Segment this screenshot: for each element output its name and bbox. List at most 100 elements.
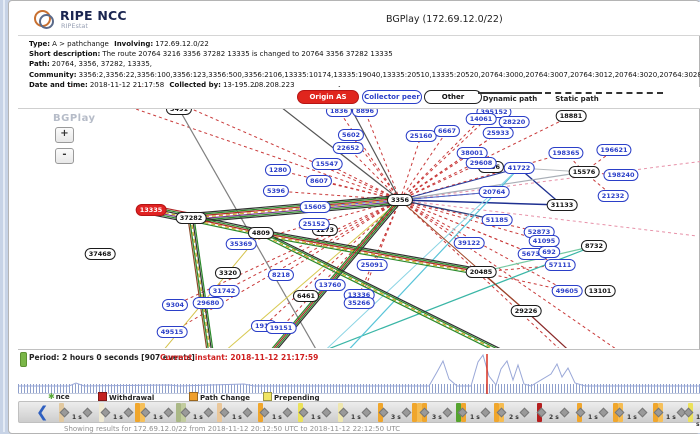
as-node-4809[interactable]: 4809 [247, 227, 275, 239]
header-bar: RIPE NCC RIPEstat BGPlay (172.69.12.0/22… [18, 2, 700, 36]
graph-edge [399, 199, 560, 348]
event-marker-icon[interactable] [361, 407, 372, 418]
info-label: Path: [29, 60, 50, 69]
as-node-1280[interactable]: 1280 [264, 164, 292, 176]
as-node-198365[interactable]: 198365 [548, 147, 584, 159]
as-node-198240[interactable]: 198240 [603, 169, 639, 181]
event-marker-icon[interactable] [321, 407, 332, 418]
event-marker-icon[interactable] [123, 407, 134, 418]
page-gutter [3, 0, 5, 432]
event-duration-label: 1 s [272, 414, 282, 421]
event-bar[interactable] [417, 403, 422, 422]
as-node-19151[interactable]: 19151 [265, 322, 297, 334]
as-node-196621[interactable]: 196621 [596, 144, 632, 156]
event-marker-icon[interactable] [559, 407, 570, 418]
event-marker-icon[interactable] [203, 407, 214, 418]
as-node-13760[interactable]: 13760 [314, 279, 346, 291]
as-node-8607[interactable]: 8607 [305, 175, 333, 187]
as-node-8218[interactable]: 8218 [267, 269, 295, 281]
legend-origin-as[interactable]: Origin AS [297, 90, 359, 104]
as-node-35369[interactable]: 35369 [225, 238, 257, 250]
info-value: A > pathchange [52, 40, 109, 48]
event-marker-icon[interactable] [519, 407, 530, 418]
as-node-692[interactable]: 692 [538, 246, 560, 258]
page-title: BGPlay (172.69.12.0/22) [386, 14, 503, 25]
timeline-handle-icon[interactable] [20, 352, 27, 367]
event-legend-announce: ✱nce [48, 392, 70, 401]
zoom-out-button[interactable]: - [55, 148, 74, 164]
graph-edge [399, 115, 572, 201]
graph-edge [191, 200, 401, 221]
as-node-21232[interactable]: 21232 [597, 190, 629, 202]
event-marker-icon[interactable] [598, 407, 609, 418]
pathchange-swatch-icon [189, 392, 198, 401]
as-node-3356[interactable]: 3356 [386, 194, 414, 206]
prev-events-chevron-icon[interactable]: ❮ [36, 403, 49, 421]
as-node-25160[interactable]: 25160 [405, 130, 437, 142]
as-node-6461[interactable]: 6461 [292, 290, 320, 302]
event-marker-icon[interactable] [242, 407, 253, 418]
event-strip[interactable]: ❮ 1 s 1 s 1 s 1 s 1 s 1 s 1 s 1 s 3 s 3 s 1 s 2 s 2 … [18, 401, 700, 428]
as-node-37468[interactable]: 37468 [84, 248, 116, 260]
info-label: Community: [29, 70, 77, 79]
info-value: 20764, 3356, 37282, 13335, [51, 60, 152, 69]
as-node-31742[interactable]: 31742 [208, 285, 240, 297]
event-duration-label: 2 s [509, 414, 519, 421]
graph-edge [261, 229, 482, 270]
as-node-6667[interactable]: 6667 [433, 125, 461, 137]
as-node-49605[interactable]: 49605 [551, 285, 583, 297]
as-node-57111[interactable]: 57111 [544, 259, 576, 271]
legend-other[interactable]: Other [424, 90, 482, 104]
as-node-31133[interactable]: 31133 [546, 199, 578, 211]
as-node-39122[interactable]: 39122 [453, 237, 485, 249]
as-node-8732[interactable]: 8732 [580, 240, 608, 252]
legend-collector-peer[interactable]: Collector peer [362, 90, 422, 104]
event-bar[interactable] [412, 403, 417, 422]
as-node-13101[interactable]: 13101 [584, 285, 616, 297]
as-node-22652[interactable]: 22652 [332, 142, 364, 154]
event-marker-icon[interactable] [282, 407, 293, 418]
event-marker-icon[interactable] [637, 407, 648, 418]
event-marker-icon[interactable] [82, 407, 93, 418]
event-bar[interactable] [217, 403, 222, 422]
as-node-20764[interactable]: 20764 [478, 186, 510, 198]
graph-edge [399, 152, 473, 201]
as-node-29608[interactable]: 29608 [465, 157, 497, 169]
as-node-25152[interactable]: 25152 [298, 218, 330, 230]
event-bar[interactable] [494, 403, 499, 422]
as-node-25091[interactable]: 25091 [356, 259, 388, 271]
event-marker-icon[interactable] [442, 407, 453, 418]
timeline-ruler[interactable] [18, 384, 700, 394]
as-node-49515[interactable]: 49515 [156, 326, 188, 338]
as-node-35266[interactable]: 35266 [343, 297, 375, 309]
events-sparkline[interactable] [19, 352, 700, 394]
event-bar[interactable] [135, 403, 140, 422]
as-node-18881[interactable]: 18881 [555, 110, 587, 122]
as-node-41722[interactable]: 41722 [503, 162, 535, 174]
legend-static-path: Static path [555, 95, 599, 103]
event-bar[interactable] [176, 403, 181, 422]
as-node-20485[interactable]: 20485 [465, 266, 497, 278]
as-node-9304[interactable]: 9304 [161, 299, 189, 311]
as-node-15547[interactable]: 15547 [311, 158, 343, 170]
as-node-29226[interactable]: 29226 [510, 305, 542, 317]
as-node-14061[interactable]: 14061 [465, 113, 497, 125]
bgp-graph-canvas[interactable]: 1333534911888149561557633563113337282480… [9, 86, 700, 348]
event-marker-icon[interactable] [480, 407, 491, 418]
as-node-51185[interactable]: 51185 [481, 214, 513, 226]
as-node-29680[interactable]: 29680 [192, 297, 224, 309]
event-marker-icon[interactable] [401, 407, 412, 418]
as-node-28220[interactable]: 28220 [498, 116, 530, 128]
as-node-15605[interactable]: 15605 [299, 201, 331, 213]
as-node-5396[interactable]: 5396 [262, 185, 290, 197]
graph-edge [399, 130, 448, 201]
as-node-25933[interactable]: 25933 [482, 127, 514, 139]
as-node-13335[interactable]: 13335 [135, 204, 167, 216]
as-node-5602[interactable]: 5602 [337, 129, 365, 141]
as-node-15576[interactable]: 15576 [568, 166, 600, 178]
event-marker-icon[interactable] [163, 407, 174, 418]
as-node-3320[interactable]: 3320 [214, 267, 242, 279]
zoom-in-button[interactable]: + [55, 127, 74, 143]
as-node-37282[interactable]: 37282 [175, 212, 207, 224]
brand-subtitle: RIPEstat [61, 22, 88, 30]
